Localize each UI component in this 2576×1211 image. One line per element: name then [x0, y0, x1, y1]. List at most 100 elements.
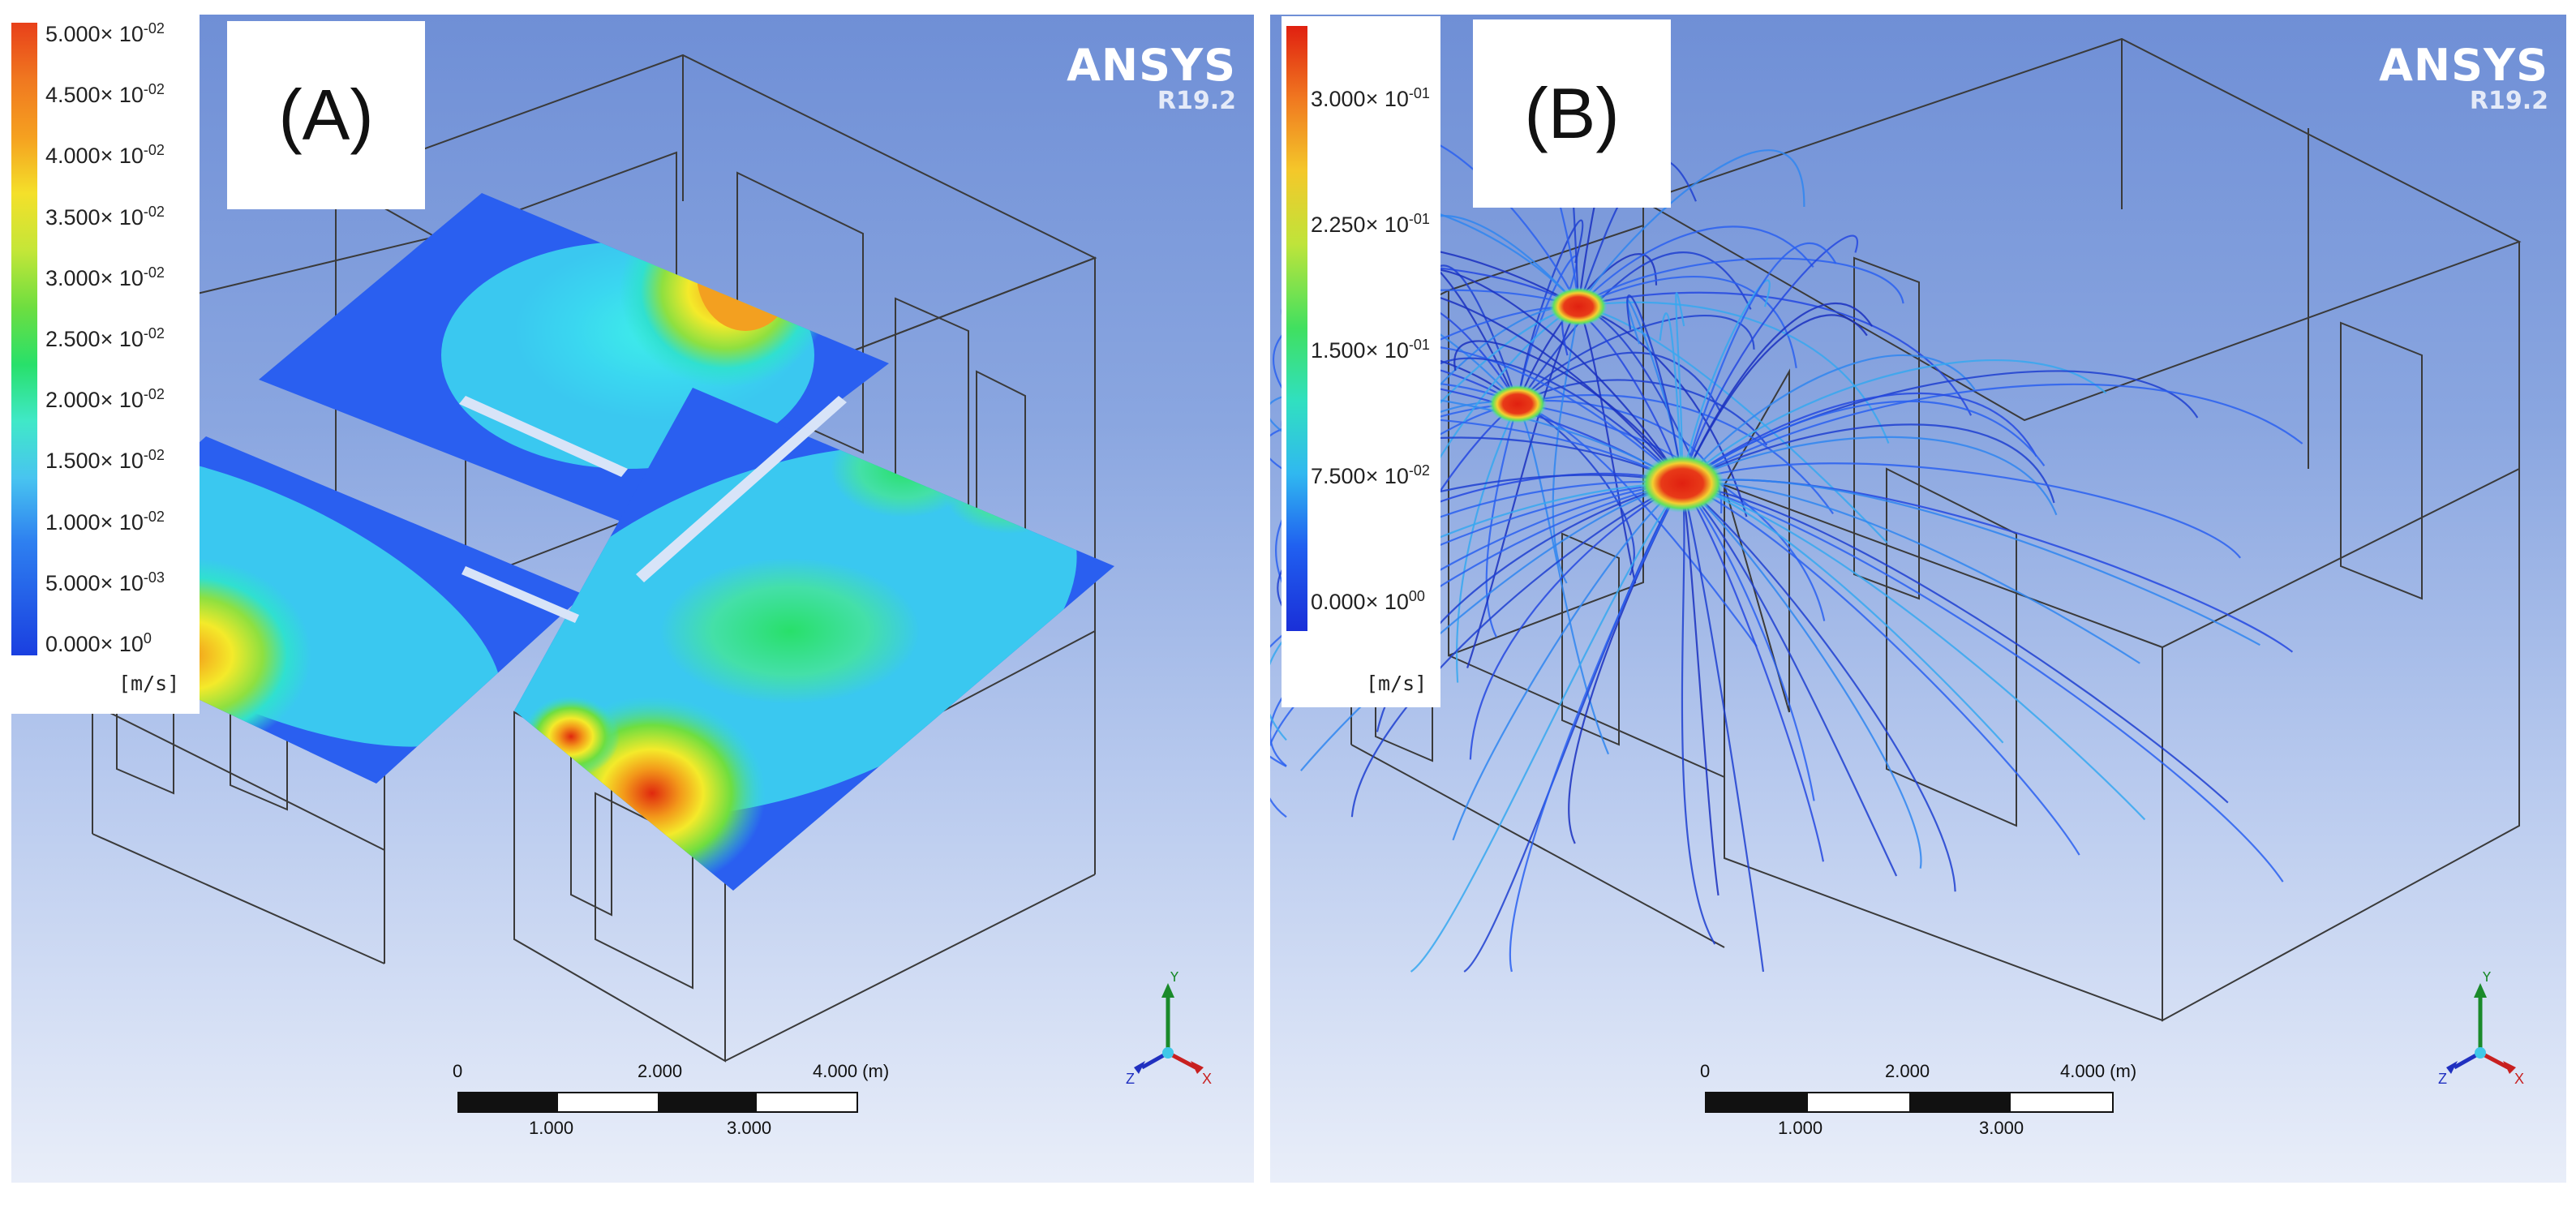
inlet-source: [1488, 384, 1547, 423]
axis-triad: Y X Z: [1126, 972, 1212, 1087]
streamline: [1681, 479, 2260, 646]
colorbar-legend: 3.000× 10-01 2.250× 10-01 1.500× 10-01 7.50…: [1282, 16, 1440, 707]
scale-label: 0: [1700, 1061, 1711, 1081]
streamline: [1681, 482, 2229, 804]
streamline: [1578, 225, 1814, 307]
legend-tick-label: 1.500× 10-01: [1311, 337, 1430, 363]
streamline: [1517, 315, 1755, 405]
streamline: [1681, 479, 2294, 653]
streamline: [1681, 483, 1956, 892]
streamline: [1681, 483, 1922, 869]
streamline: [1681, 359, 2107, 484]
inlet-source: [1549, 287, 1608, 326]
colorbar-gradient: [11, 23, 37, 655]
streamline: [1681, 279, 1771, 484]
streamline: [1517, 351, 1722, 413]
streamline: [1453, 340, 1683, 484]
scale-label: 3.000: [727, 1118, 772, 1138]
legend-tick-label: 3.000× 10-01: [1311, 85, 1430, 111]
contour-scene: [11, 54, 1114, 1063]
streamline: [1681, 482, 2140, 664]
legend-tick-label: 5.000× 10-03: [45, 569, 165, 595]
axis-x-label: X: [1202, 1071, 1212, 1087]
scale-label: 4.000 (m): [2060, 1061, 2137, 1081]
legend-tick-label: 4.500× 10-02: [45, 81, 165, 108]
streamline: [1578, 149, 1805, 307]
streamline: [1681, 423, 2055, 504]
axis-x-label: X: [2514, 1071, 2524, 1087]
streamline: [1463, 483, 1683, 973]
panel-a: 5.000× 10-02 4.500× 10-02 4.000× 10-02 3.50…: [11, 15, 1254, 1183]
streamline: [1626, 294, 1684, 484]
streamline: [1681, 483, 1825, 862]
streamline: [1681, 462, 2241, 559]
streamline: [1681, 383, 2303, 484]
legend-tick-label: 1.500× 10-02: [45, 447, 165, 474]
scale-bar-track: [1705, 1092, 2114, 1113]
scale-label: 2.000: [638, 1061, 683, 1081]
streamline: [1578, 257, 1904, 307]
streamline: [1681, 436, 2058, 516]
ansys-logo: ANSYS R19.2: [1067, 40, 1236, 115]
scale-bar: 0 2.000 4.000 (m) 1.000 3.000: [449, 1061, 889, 1142]
streamline: [1675, 292, 1685, 484]
streamline: [1578, 301, 1890, 444]
legend-tick-label: 1.000× 10-02: [45, 508, 165, 535]
axis-y-label: Y: [1170, 972, 1179, 985]
streamline-scene: [1270, 37, 2522, 1022]
colorbar-gradient: [1286, 26, 1307, 631]
panel-b: 3.000× 10-01 2.250× 10-01 1.500× 10-01 7.50…: [1270, 15, 2566, 1183]
streamline: [1681, 234, 1858, 484]
axis-z-label: Z: [1126, 1071, 1135, 1087]
colorbar-legend: 5.000× 10-02 4.500× 10-02 4.000× 10-02 3.50…: [11, 15, 200, 714]
streamline: [1681, 483, 1898, 877]
streamline: [1681, 302, 1873, 484]
streamline: [1681, 482, 2146, 821]
streamline: [1578, 276, 1797, 368]
legend-unit: [m/s]: [118, 672, 180, 695]
streamline: [1681, 483, 1716, 945]
streamline: [1681, 392, 2037, 484]
streamline: [1681, 483, 1719, 896]
inlet-source: [1640, 454, 1724, 513]
legend-tick-label: 2.250× 10-01: [1311, 211, 1430, 237]
streamline: [1681, 482, 2080, 856]
legend-tick-label: 3.000× 10-02: [45, 264, 165, 290]
streamline: [1509, 483, 1683, 973]
streamline: [1452, 483, 1683, 841]
legend-tick-label: 0.000× 1000: [1311, 588, 1425, 614]
axis-y-label: Y: [2482, 972, 2492, 985]
streamline: [1350, 482, 1683, 818]
legend-tick-label: 4.000× 10-02: [45, 142, 165, 169]
scale-label: 2.000: [1885, 1061, 1930, 1081]
streamline: [1578, 305, 1888, 543]
legend-tick-label: 7.500× 10-02: [1311, 462, 1430, 488]
streamline: [1681, 482, 2004, 744]
legend-tick-label: 3.500× 10-02: [45, 203, 165, 230]
panel-label: (B): [1473, 19, 1671, 208]
scale-bar-track: [457, 1092, 858, 1113]
streamline: [1517, 379, 1768, 446]
legend-tick-label: 2.500× 10-02: [45, 325, 165, 351]
panel-label: (A): [227, 21, 425, 209]
streamline: [1466, 306, 1579, 668]
streamline: [1681, 482, 2284, 882]
scale-label: 0: [453, 1061, 463, 1081]
scale-bar: 0 2.000 4.000 (m) 1.000 3.000: [1697, 1061, 2136, 1142]
legend-tick-label: 2.000× 10-02: [45, 386, 165, 413]
axis-triad: Y X Z: [2438, 972, 2524, 1087]
scale-label: 4.000 (m): [813, 1061, 890, 1081]
streamline: [1681, 242, 1837, 484]
ansys-logo: ANSYS R19.2: [2379, 40, 2548, 115]
streamline: [1300, 482, 1683, 771]
scale-label: 1.000: [529, 1118, 574, 1138]
streamline: [1552, 306, 1580, 584]
legend-tick-label: 0.000× 100: [45, 630, 152, 656]
streamline: [1659, 312, 1684, 484]
axis-z-label: Z: [2438, 1071, 2447, 1087]
streamline: [1410, 483, 1683, 973]
scale-label: 3.000: [1979, 1118, 2024, 1138]
legend-tick-label: 5.000× 10-02: [45, 20, 165, 46]
streamline: [1681, 400, 2046, 484]
streamline: [1681, 483, 1765, 973]
